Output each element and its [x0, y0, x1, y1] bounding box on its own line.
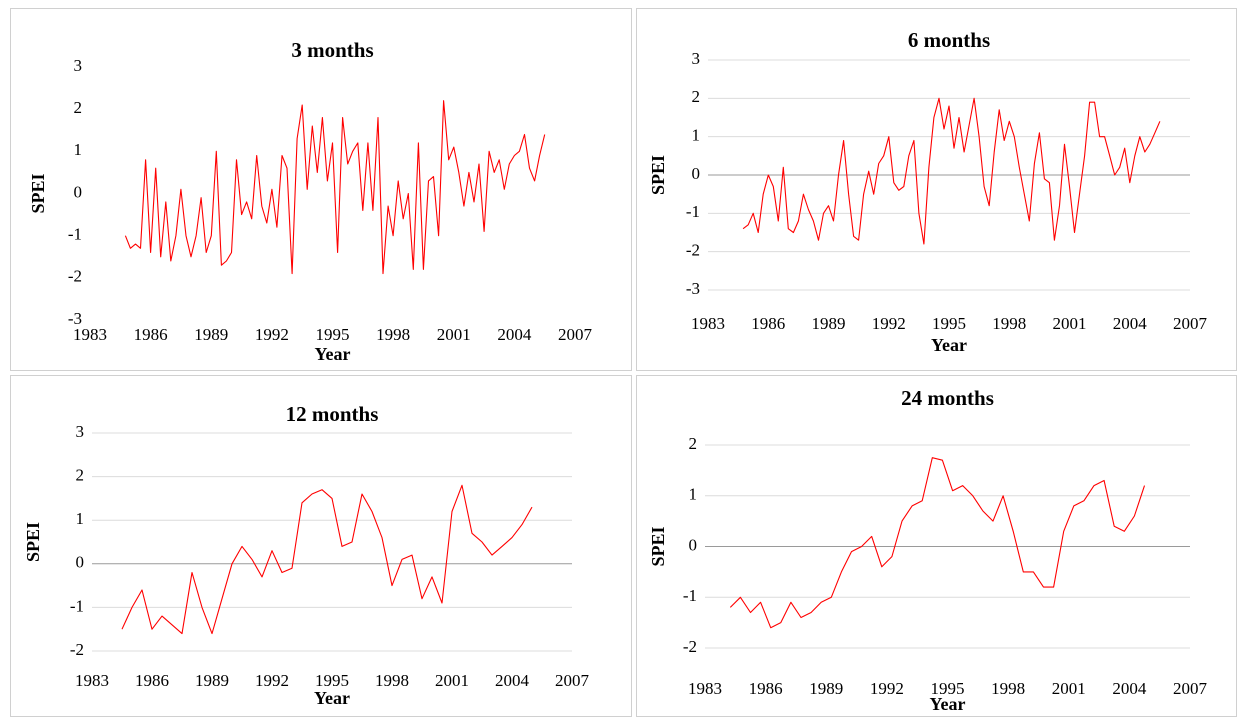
- y-tick-label: 1: [692, 126, 701, 145]
- x-tick-label: 1995: [315, 671, 349, 690]
- y-tick-label: 0: [74, 182, 83, 201]
- x-tick-label: 1995: [316, 325, 350, 344]
- y-tick-label: -2: [68, 267, 82, 286]
- x-tick-label: 1989: [194, 325, 228, 344]
- data-line: [742, 97, 1161, 245]
- x-tick-label: 1998: [992, 314, 1026, 333]
- x-tick-label: 1983: [75, 671, 109, 690]
- y-tick-label: -1: [686, 202, 700, 221]
- x-tick-label: 2007: [1173, 314, 1208, 333]
- panel-border: [10, 8, 632, 371]
- x-tick-label: 2004: [1113, 314, 1148, 333]
- x-tick-label: 1992: [872, 314, 906, 333]
- chart-title: 6 months: [908, 28, 990, 52]
- y-tick-label: 0: [689, 535, 698, 554]
- y-tick-label: -1: [68, 225, 82, 244]
- data-line: [729, 457, 1146, 629]
- chart-title: 3 months: [291, 38, 373, 62]
- y-tick-label: -2: [686, 241, 700, 260]
- y-tick-label: 2: [689, 434, 698, 453]
- y-axis-label: SPEI: [648, 155, 668, 195]
- y-tick-label: -1: [683, 586, 697, 605]
- x-tick-label: 1989: [812, 314, 846, 333]
- x-tick-label: 2007: [558, 325, 593, 344]
- x-tick-label: 1992: [255, 325, 289, 344]
- x-axis-label: Year: [931, 335, 967, 355]
- y-tick-label: -2: [683, 637, 697, 656]
- x-tick-label: 1986: [749, 679, 783, 698]
- data-line: [121, 484, 533, 635]
- x-axis-label: Year: [314, 688, 350, 708]
- x-tick-label: 2004: [495, 671, 530, 690]
- y-tick-label: -1: [70, 596, 84, 615]
- x-tick-label: 2004: [1112, 679, 1147, 698]
- y-axis-label: SPEI: [648, 526, 668, 566]
- x-tick-label: 1986: [135, 671, 169, 690]
- y-tick-label: 2: [692, 87, 701, 106]
- x-tick-label: 1983: [688, 679, 722, 698]
- x-tick-label: 1995: [931, 679, 965, 698]
- x-axis-label: Year: [315, 344, 351, 364]
- x-tick-label: 1998: [376, 325, 410, 344]
- x-tick-label: 1986: [751, 314, 785, 333]
- chart-title: 24 months: [901, 386, 994, 410]
- y-axis-label: SPEI: [23, 522, 43, 562]
- y-tick-label: 2: [76, 466, 85, 485]
- y-tick-label: 2: [74, 98, 83, 117]
- x-tick-label: 1989: [809, 679, 843, 698]
- x-tick-label: 2001: [435, 671, 469, 690]
- x-tick-label: 1983: [691, 314, 725, 333]
- y-axis-label: SPEI: [28, 173, 48, 213]
- x-axis-label: Year: [930, 694, 966, 714]
- x-tick-label: 1992: [255, 671, 289, 690]
- y-tick-label: 1: [74, 140, 83, 159]
- chart-title: 12 months: [286, 402, 379, 426]
- y-tick-label: 0: [692, 164, 701, 183]
- y-tick-label: -3: [68, 309, 82, 328]
- y-tick-label: -3: [686, 279, 700, 298]
- y-tick-label: 3: [76, 422, 85, 441]
- x-tick-label: 1995: [932, 314, 966, 333]
- y-tick-label: -2: [70, 640, 84, 659]
- x-tick-label: 2001: [437, 325, 471, 344]
- x-tick-label: 2007: [1173, 679, 1208, 698]
- data-line: [124, 100, 546, 275]
- x-tick-label: 2001: [1053, 314, 1087, 333]
- y-tick-label: 0: [76, 553, 85, 572]
- y-tick-label: 1: [76, 509, 85, 528]
- y-tick-label: 1: [689, 485, 698, 504]
- y-tick-label: 3: [692, 49, 701, 68]
- x-tick-label: 2004: [497, 325, 532, 344]
- x-tick-label: 1998: [991, 679, 1025, 698]
- x-tick-label: 2001: [1052, 679, 1086, 698]
- x-tick-label: 1989: [195, 671, 229, 690]
- y-tick-label: 3: [74, 56, 83, 75]
- x-tick-label: 1998: [375, 671, 409, 690]
- x-tick-label: 2007: [555, 671, 590, 690]
- x-tick-label: 1986: [134, 325, 168, 344]
- x-tick-label: 1983: [73, 325, 107, 344]
- x-tick-label: 1992: [870, 679, 904, 698]
